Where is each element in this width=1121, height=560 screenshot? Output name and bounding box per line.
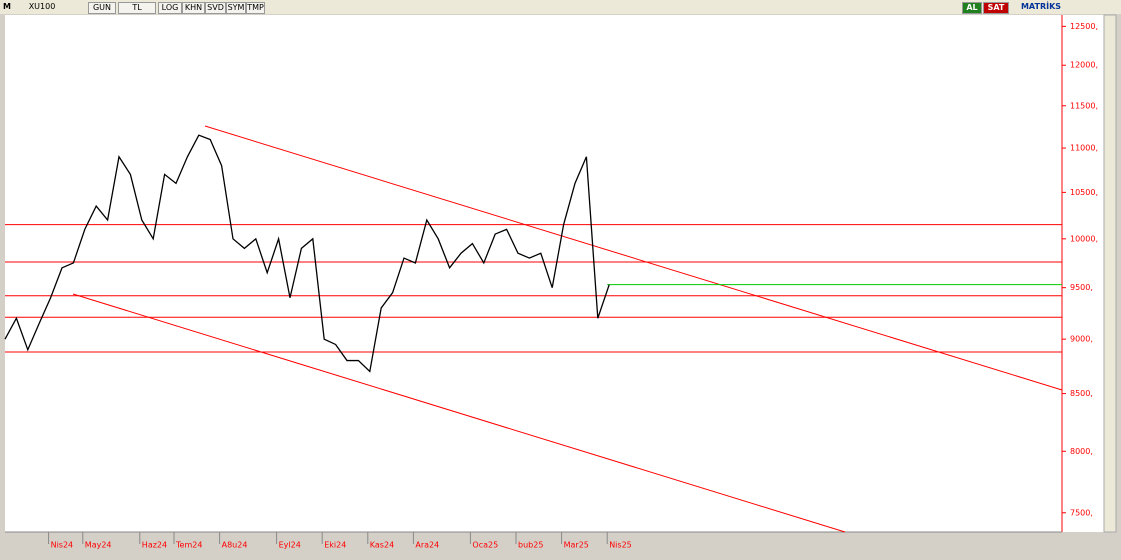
x-tick-label: Eyl24: [279, 541, 301, 550]
y-tick-label: 12500,: [1070, 22, 1098, 31]
y-tick-label: 11500,: [1070, 101, 1098, 110]
x-tick-label: Nis25: [609, 541, 632, 550]
x-tick-label: Ara24: [415, 541, 439, 550]
y-tick-label: 9500,: [1070, 283, 1093, 292]
x-tick-label: Eki24: [324, 541, 346, 550]
button[interactable]: GUN: [88, 2, 116, 14]
button[interactable]: SVD: [205, 2, 226, 14]
button[interactable]: TL: [118, 2, 156, 14]
button[interactable]: KHN: [182, 2, 205, 14]
brand: MATRİKS: [1020, 2, 1062, 11]
x-tick-label: May24: [85, 541, 112, 550]
x-tick-label: Mar25: [564, 541, 589, 550]
y-tick-label: 7500,: [1070, 508, 1093, 517]
x-tick-label: Oca25: [472, 541, 498, 550]
scrollbar[interactable]: [1103, 14, 1117, 533]
x-tick-label: bub25: [518, 541, 543, 550]
button[interactable]: SYM: [226, 2, 246, 14]
axis-area: [1062, 15, 1104, 532]
y-tick-label: 12000,: [1070, 61, 1098, 70]
y-tick-label: 11000,: [1070, 144, 1098, 153]
trend-line: [204, 125, 1063, 391]
buy-button[interactable]: AL: [962, 2, 982, 14]
y-tick-label: 10000,: [1070, 234, 1098, 243]
y-tick-label: 8500,: [1070, 389, 1093, 398]
sell-button[interactable]: SAT: [983, 2, 1009, 14]
price-line: [4, 134, 610, 373]
x-tick-label: Kas24: [370, 541, 394, 550]
x-tick-label: Nis24: [51, 541, 74, 550]
x-tick-label: Haz24: [142, 541, 167, 550]
button[interactable]: LOG: [158, 2, 182, 14]
logo: M: [3, 2, 11, 11]
symbol[interactable]: XU100: [28, 2, 56, 11]
trend-line: [72, 293, 846, 533]
x-tick-label: Tem24: [175, 541, 202, 550]
plot-area: [5, 15, 1062, 532]
y-tick-label: 9000,: [1070, 335, 1093, 344]
button[interactable]: TMP: [246, 2, 265, 14]
toolbar: M XU100 GUN TL LOG KHN SVD SYM TMP AL SA…: [0, 0, 1121, 14]
y-tick-label: 10500,: [1070, 188, 1098, 197]
y-tick-label: 8000,: [1070, 447, 1093, 456]
x-tick-label: A8u24: [222, 541, 248, 550]
